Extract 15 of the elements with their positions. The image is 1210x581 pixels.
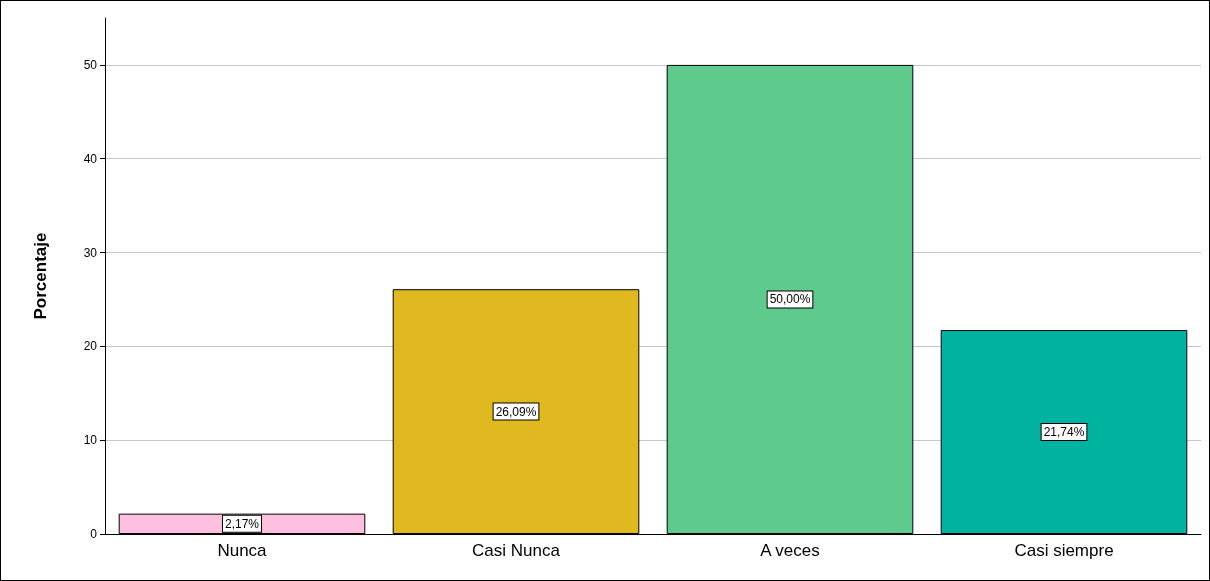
x-tick-label: A veces [760, 541, 820, 560]
x-tick-label: Nunca [217, 541, 268, 560]
data-label: 50,00% [769, 292, 811, 307]
y-axis-title: Porcentaje [31, 232, 50, 320]
y-tick-label: 40 [83, 151, 98, 166]
y-tick-label: 50 [83, 57, 98, 72]
y-tick-label: 10 [83, 433, 98, 448]
y-tick-label: 30 [83, 245, 98, 260]
x-tick-label: Casi Nunca [472, 541, 561, 560]
y-tick-label: 20 [83, 339, 98, 354]
data-label: 26,09% [495, 404, 537, 419]
data-label: 2,17% [224, 516, 260, 531]
y-tick-label: 0 [90, 527, 98, 541]
data-label: 21,74% [1043, 425, 1085, 440]
x-tick-label: Casi siempre [1014, 541, 1114, 560]
